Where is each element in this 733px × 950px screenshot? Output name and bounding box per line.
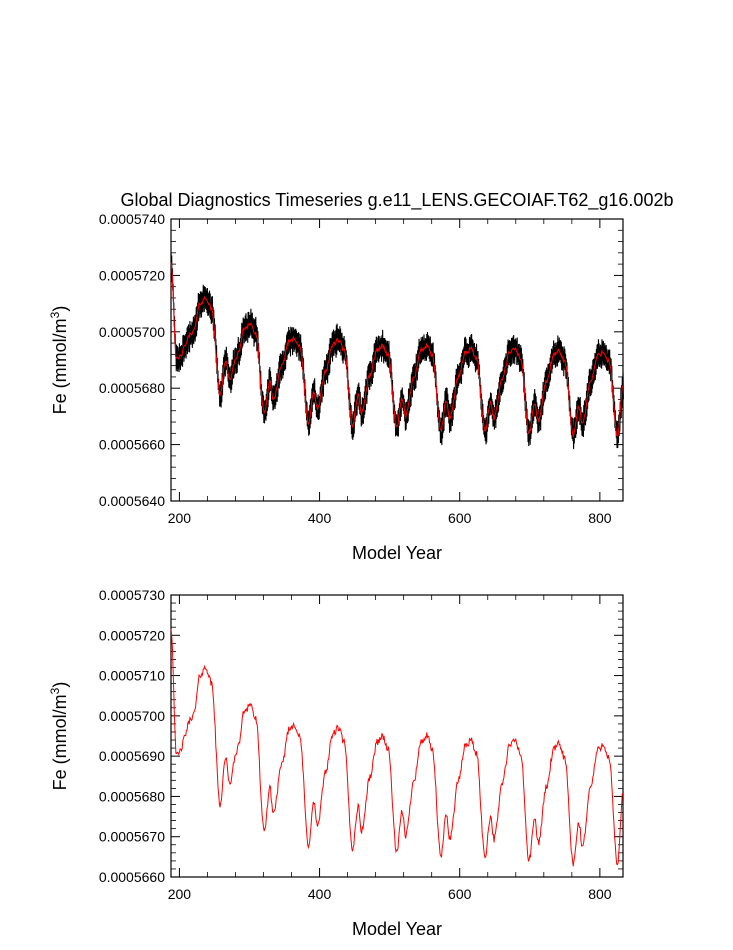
bottom-ticks: 200 400 600 800 0.0005660 0.0005670 0.0005680 0…	[99, 587, 623, 902]
bottom-x-axis-label: Model Year	[352, 919, 442, 939]
x-tick-label: 600	[448, 886, 472, 902]
y-tick-label: 0.0005700	[99, 324, 165, 340]
x-tick-label: 800	[588, 510, 612, 526]
y-tick-label: 0.0005720	[99, 627, 165, 643]
bottom-y-axis-label: Fe (mmol/m3)	[48, 682, 70, 791]
bottom-y-label-tail: )	[50, 682, 70, 688]
x-tick-label: 800	[588, 886, 612, 902]
y-tick-label: 0.0005660	[99, 869, 165, 885]
x-tick-label: 600	[448, 510, 472, 526]
y-tick-label: 0.0005670	[99, 829, 165, 845]
y-tick-label: 0.0005720	[99, 267, 165, 283]
bottom-y-label-sup: 3	[48, 687, 62, 694]
y-tick-label: 0.0005740	[99, 211, 165, 227]
y-tick-label: 0.0005700	[99, 708, 165, 724]
top-y-label-tail: )	[50, 306, 70, 312]
y-tick-label: 0.0005730	[99, 587, 165, 603]
top-y-label-sup: 3	[48, 311, 62, 318]
y-tick-label: 0.0005680	[99, 788, 165, 804]
bottom-plot-frame	[170, 594, 624, 878]
x-tick-label: 200	[168, 510, 192, 526]
series-annual-line	[170, 262, 624, 438]
top-y-axis-label: Fe (mmol/m3)	[48, 306, 70, 415]
y-tick-label: 0.0005660	[99, 437, 165, 453]
top-series	[170, 253, 624, 450]
bottom-panel: 200 400 600 800 0.0005660 0.0005670 0.0005680 0…	[48, 587, 624, 939]
series-monthly-line	[170, 253, 624, 450]
y-tick-label: 0.0005640	[99, 493, 165, 509]
x-tick-label: 400	[308, 510, 332, 526]
bottom-series	[170, 628, 624, 867]
top-ticks: 200 400 600 800 0.0005640 0.0005660 0.0005680 0…	[99, 211, 623, 526]
top-y-label-main: Fe (mmol/m	[50, 318, 70, 414]
chart-title: Global Diagnostics Timeseries g.e11_LENS…	[121, 190, 674, 211]
top-panel: 200 400 600 800 0.0005640 0.0005660 0.0005680 0…	[48, 211, 624, 563]
y-tick-label: 0.0005710	[99, 668, 165, 684]
top-x-axis-label: Model Year	[352, 543, 442, 563]
top-plot-frame	[170, 218, 624, 502]
series-annual-line	[170, 628, 624, 867]
y-tick-label: 0.0005680	[99, 380, 165, 396]
y-tick-label: 0.0005690	[99, 748, 165, 764]
bottom-y-label-main: Fe (mmol/m	[50, 694, 70, 790]
x-tick-label: 200	[168, 886, 192, 902]
x-tick-label: 400	[308, 886, 332, 902]
